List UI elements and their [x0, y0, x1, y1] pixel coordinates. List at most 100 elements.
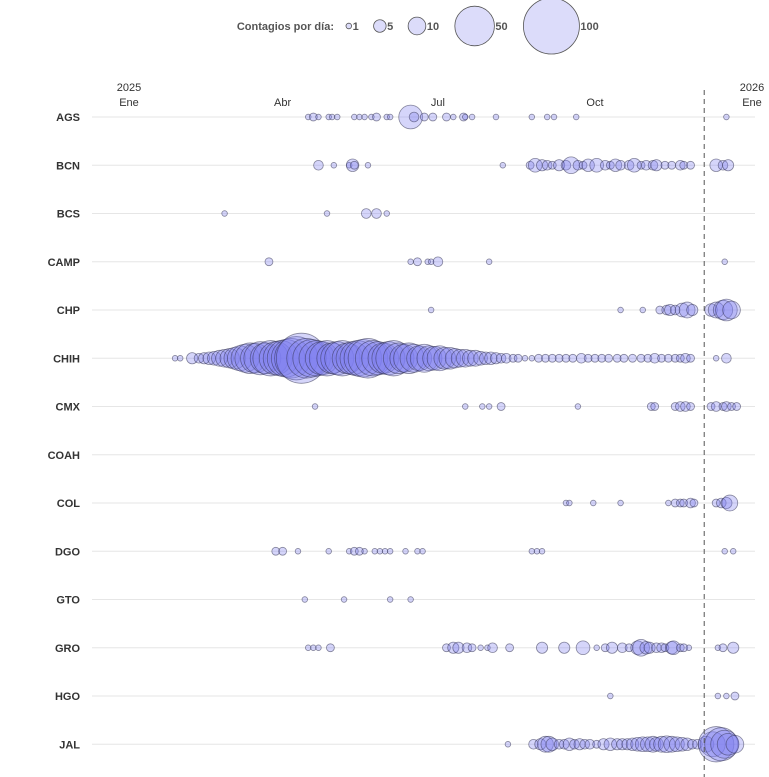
bubble-ags[interactable]	[328, 113, 336, 121]
bubble-cmx[interactable]	[732, 402, 741, 411]
bubble-jal[interactable]	[649, 736, 664, 752]
bubble-chih[interactable]	[500, 353, 512, 364]
bubble-ags[interactable]	[723, 113, 730, 121]
bubble-camp[interactable]	[413, 257, 422, 267]
bubble-gro[interactable]	[505, 643, 514, 653]
bubble-col[interactable]	[721, 494, 739, 512]
bubble-chih[interactable]	[583, 353, 593, 363]
bubble-chp[interactable]	[678, 301, 696, 319]
bubble-col[interactable]	[566, 499, 573, 507]
bubble-chih[interactable]	[389, 343, 419, 373]
bubble-gro[interactable]	[558, 641, 571, 654]
bubble-jal[interactable]	[692, 739, 703, 750]
bubble-dgo[interactable]	[419, 548, 426, 555]
bubble-chih[interactable]	[604, 353, 613, 363]
bubble-chih[interactable]	[528, 355, 536, 362]
bubble-ags[interactable]	[468, 113, 476, 121]
bubble-chih[interactable]	[576, 353, 587, 364]
bubble-chih[interactable]	[484, 351, 498, 365]
bubble-jal[interactable]	[528, 739, 539, 750]
bubble-chih[interactable]	[508, 353, 518, 363]
bubble-chih[interactable]	[258, 341, 293, 376]
bubble-gro[interactable]	[487, 642, 498, 653]
bubble-chih[interactable]	[371, 341, 406, 376]
bubble-dgo[interactable]	[386, 548, 394, 555]
bubble-bcn[interactable]	[349, 160, 359, 170]
bubble-ags[interactable]	[543, 113, 551, 121]
bubble-gro[interactable]	[606, 641, 619, 654]
bubble-chih[interactable]	[561, 353, 571, 363]
bubble-bcs[interactable]	[371, 208, 382, 219]
bubble-ags[interactable]	[450, 113, 457, 121]
bubble-cmx[interactable]	[721, 401, 732, 412]
bubble-bcn[interactable]	[313, 160, 324, 171]
bubble-cmx[interactable]	[727, 402, 736, 411]
bubble-chih[interactable]	[467, 349, 484, 367]
bubble-chih[interactable]	[619, 353, 629, 363]
bubble-chih[interactable]	[649, 353, 660, 364]
bubble-chih[interactable]	[712, 355, 720, 362]
bubble-bcn[interactable]	[679, 160, 689, 170]
bubble-dgo[interactable]	[294, 548, 302, 555]
bubble-ags[interactable]	[528, 113, 536, 121]
bubble-ags[interactable]	[419, 112, 429, 122]
bubble-dgo[interactable]	[361, 548, 368, 555]
bubble-jal[interactable]	[569, 739, 580, 750]
bubble-chih[interactable]	[534, 353, 544, 363]
bubble-chih[interactable]	[597, 353, 607, 363]
bubble-chih[interactable]	[274, 336, 319, 381]
bubble-bcs[interactable]	[221, 210, 228, 217]
bubble-chih[interactable]	[227, 345, 253, 372]
bubble-chih[interactable]	[270, 338, 312, 379]
bubble-gro[interactable]	[639, 641, 653, 655]
bubble-chp[interactable]	[722, 300, 741, 320]
bubble-chih[interactable]	[361, 341, 396, 376]
bubble-bcn[interactable]	[330, 162, 338, 169]
bubble-ags[interactable]	[459, 112, 468, 122]
bubble-gro[interactable]	[617, 642, 628, 653]
bubble-bcn[interactable]	[686, 160, 695, 170]
bubble-jal[interactable]	[634, 736, 651, 753]
bubble-chih[interactable]	[215, 348, 234, 368]
bubble-chih[interactable]	[721, 353, 732, 364]
bubble-bcn[interactable]	[615, 160, 626, 171]
bubble-chp[interactable]	[427, 306, 435, 314]
bubble-chih[interactable]	[521, 355, 529, 362]
bubble-ags[interactable]	[361, 113, 368, 121]
bubble-chih[interactable]	[513, 353, 523, 363]
bubble-dgo[interactable]	[325, 548, 332, 555]
bubble-chp[interactable]	[674, 302, 690, 318]
bubble-dgo[interactable]	[528, 548, 536, 555]
bubble-chih[interactable]	[670, 353, 680, 363]
bubble-bcn[interactable]	[560, 160, 572, 171]
bubble-bcn[interactable]	[675, 160, 686, 171]
bubble-bcn[interactable]	[717, 160, 729, 171]
bubble-ags[interactable]	[386, 113, 394, 121]
bubble-chih[interactable]	[171, 355, 179, 362]
bubble-col[interactable]	[670, 498, 680, 508]
bubble-chih[interactable]	[240, 343, 271, 374]
bubble-gro[interactable]	[675, 643, 685, 653]
bubble-gro[interactable]	[727, 641, 740, 654]
bubble-camp[interactable]	[432, 256, 444, 267]
bubble-jal[interactable]	[621, 738, 634, 751]
bubble-dgo[interactable]	[355, 546, 364, 556]
bubble-jal[interactable]	[669, 736, 685, 753]
bubble-ags[interactable]	[315, 113, 322, 121]
bubble-chp[interactable]	[686, 303, 699, 316]
bubble-bcn[interactable]	[722, 159, 735, 172]
bubble-cmx[interactable]	[686, 402, 695, 411]
bubble-gro[interactable]	[461, 642, 473, 653]
bubble-chih[interactable]	[664, 353, 673, 363]
bubble-ags[interactable]	[351, 113, 358, 121]
bubble-chih[interactable]	[444, 348, 466, 369]
bubble-jal[interactable]	[597, 738, 610, 751]
bubble-hgo[interactable]	[723, 692, 730, 700]
bubble-chih[interactable]	[286, 338, 327, 379]
bubble-chih[interactable]	[612, 353, 622, 363]
bubble-ags[interactable]	[428, 112, 438, 122]
bubble-gro[interactable]	[477, 644, 484, 651]
bubble-ags[interactable]	[492, 113, 500, 121]
bubble-gro[interactable]	[575, 640, 591, 656]
bubble-gro[interactable]	[305, 644, 312, 651]
